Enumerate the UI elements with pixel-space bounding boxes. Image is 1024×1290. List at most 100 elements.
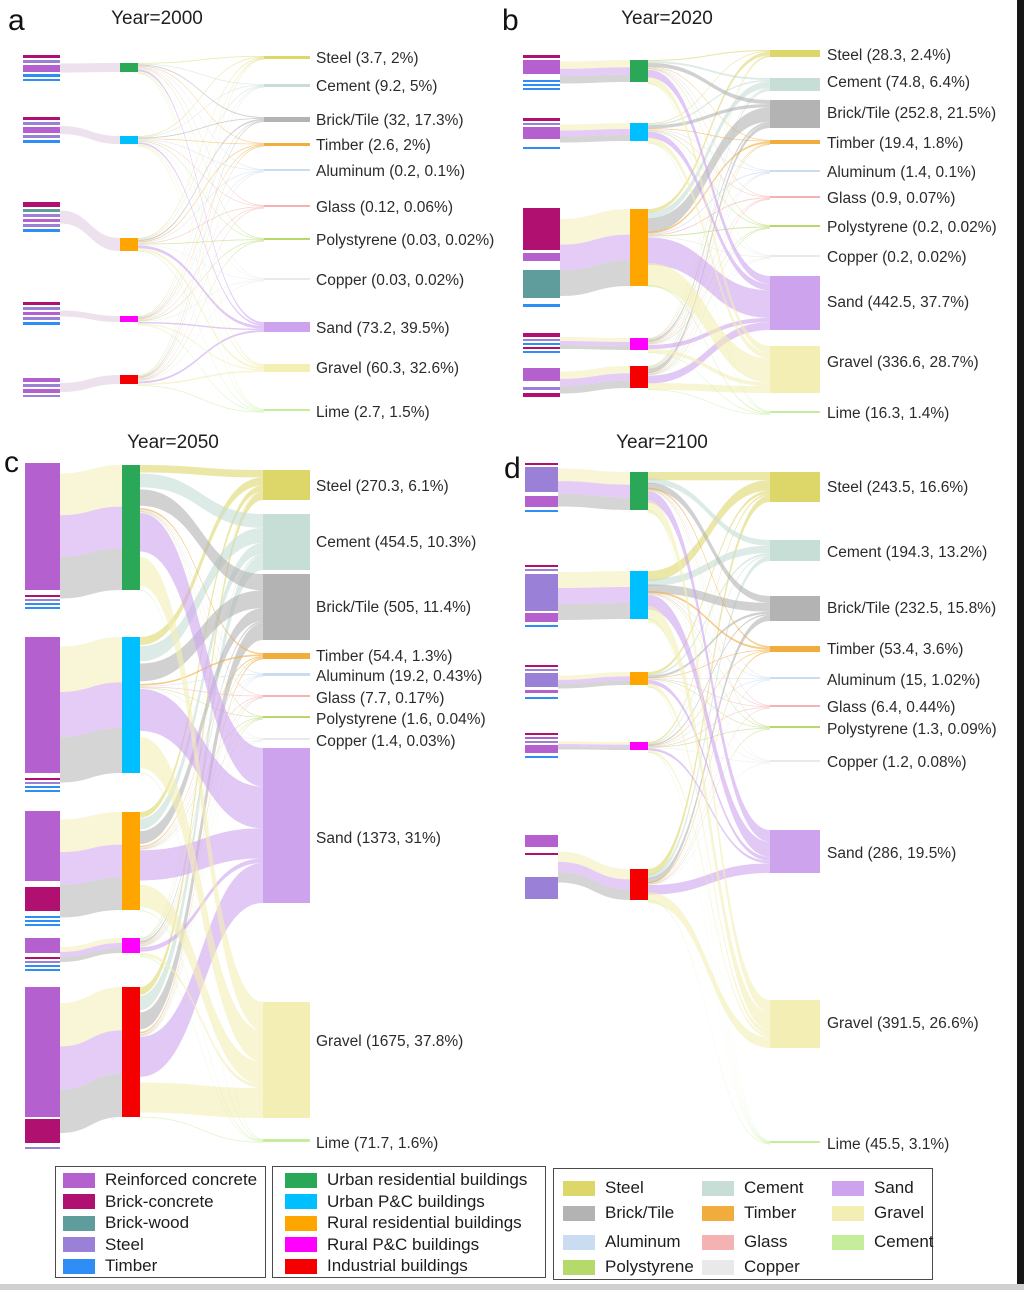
flow-ur-to-sand xyxy=(140,513,263,787)
source-bar-rc xyxy=(23,312,60,315)
legend-label: Brick-wood xyxy=(105,1213,190,1232)
legend-label: Brick-concrete xyxy=(105,1191,214,1211)
flow-up-to-aluminum xyxy=(648,128,770,172)
source-bar-bc xyxy=(523,55,560,58)
source-bar-st xyxy=(525,669,558,671)
flow-rp-to-sand xyxy=(648,747,770,864)
material-label-gravel: Gravel (1675, 37.8%) xyxy=(316,1033,463,1050)
source-bar-st xyxy=(525,877,558,899)
material-label-steel: Steel (270.3, 6.1%) xyxy=(316,478,449,495)
flow-ur-to-cement xyxy=(138,63,264,85)
flow-rp-to-aluminum xyxy=(648,172,770,344)
flow-ur-to-polystyrene xyxy=(648,68,770,226)
source-bar-st xyxy=(23,135,60,138)
flow-ur-to-steel xyxy=(138,56,264,64)
material-label-brick_tile: Brick/Tile (252.8, 21.5%) xyxy=(827,105,996,122)
material-stub-steel xyxy=(770,50,820,57)
flow-up-to-lime xyxy=(140,772,263,1141)
flow-ur-to-glass xyxy=(138,67,264,206)
flow-rr-to-lime xyxy=(138,250,264,412)
flow-source-to-up xyxy=(560,135,630,143)
flow-up-to-steel xyxy=(648,51,770,124)
flow-ind-to-gravel xyxy=(138,370,264,386)
source-bar-bc xyxy=(523,347,560,349)
flow-ur-to-glass xyxy=(648,489,770,706)
panel-letter-d: d xyxy=(504,452,521,485)
flow-source-to-rr xyxy=(560,209,630,245)
legend-swatch xyxy=(563,1180,595,1196)
flow-up-to-brick_tile xyxy=(648,104,770,129)
legend-label: Industrial buildings xyxy=(327,1256,468,1275)
legend-swatch xyxy=(63,1194,95,1209)
legend-item-structure: Timber xyxy=(63,1256,157,1276)
material-label-gravel: Gravel (391.5, 26.6%) xyxy=(827,1015,979,1032)
flow-rr-to-polystyrene xyxy=(648,678,770,729)
flow-rp-to-timber xyxy=(648,650,770,747)
flow-rp-to-gravel xyxy=(138,323,264,371)
flow-source-to-ur xyxy=(558,468,630,485)
flow-ind-to-glass xyxy=(648,707,770,885)
flow-rr-to-brick_tile xyxy=(140,608,263,844)
flow-rp-to-steel xyxy=(648,493,770,744)
flow-source-to-ind xyxy=(560,373,630,387)
flow-ind-to-cement xyxy=(138,86,264,377)
source-bar-rc xyxy=(525,613,558,622)
flow-rp-to-copper xyxy=(138,280,264,322)
legend-item-material: Glass xyxy=(702,1232,787,1252)
legend-label: Brick/Tile xyxy=(605,1203,675,1222)
legend-structure-types: Reinforced concrete Brick-concrete Brick-w… xyxy=(55,1166,266,1278)
material-stub-lime xyxy=(770,1141,820,1143)
material-stub-lime xyxy=(263,1139,310,1142)
legend-label: Gravel xyxy=(874,1203,925,1222)
source-bar-bc xyxy=(23,117,60,120)
source-bar-rc xyxy=(523,368,560,381)
flow-ur-to-glass xyxy=(648,67,770,197)
legend-item-material: Cement xyxy=(832,1232,934,1252)
source-bar-bc xyxy=(523,208,560,250)
source-bar-tb xyxy=(25,790,60,792)
material-stub-sand xyxy=(263,748,310,903)
flow-rr-to-gravel xyxy=(138,248,264,370)
flow-up-to-polystyrene xyxy=(140,687,263,718)
legend-item-building: Industrial buildings xyxy=(285,1256,468,1276)
source-bar-tb xyxy=(523,343,560,345)
flow-ur-to-brick_tile xyxy=(648,482,770,603)
material-label-gravel: Gravel (60.3, 32.6%) xyxy=(316,360,459,377)
mid-node-up xyxy=(630,123,648,141)
legend-label: Polystyrene xyxy=(605,1257,694,1276)
flow-rr-to-aluminum xyxy=(648,677,770,680)
flow-ur-to-steel xyxy=(140,465,263,478)
source-bar-bc xyxy=(523,393,560,397)
source-bar-st xyxy=(23,317,60,320)
flow-up-to-gravel xyxy=(648,137,770,359)
source-bar-rc xyxy=(525,737,558,739)
flow-ind-to-polystyrene xyxy=(648,228,770,376)
material-stub-timber xyxy=(770,646,820,652)
flow-source-to-ind xyxy=(558,861,630,890)
material-label-polystyrene: Polystyrene (0.2, 0.02%) xyxy=(827,219,997,236)
material-label-lime: Lime (45.5, 3.1%) xyxy=(827,1136,949,1153)
flow-ur-to-gravel xyxy=(648,77,770,353)
flow-source-to-rp xyxy=(60,948,122,962)
source-bar-bc xyxy=(525,665,558,667)
material-stub-timber xyxy=(263,653,310,659)
material-label-sand: Sand (1373, 31%) xyxy=(316,830,441,847)
material-stub-aluminum xyxy=(770,677,820,679)
material-stub-sand xyxy=(264,322,310,332)
flow-source-to-up xyxy=(60,682,122,738)
source-bar-tb xyxy=(23,140,60,143)
source-bar-tb xyxy=(525,625,558,627)
flow-rr-to-lime xyxy=(648,686,770,1144)
flow-rp-to-brick_tile xyxy=(648,613,770,746)
material-stub-copper xyxy=(263,738,310,740)
source-bar-rc xyxy=(23,127,60,133)
flow-source-to-up xyxy=(60,637,122,692)
flow-up-to-sand xyxy=(648,594,770,857)
panel-title-a: Year=2000 xyxy=(111,8,203,29)
flow-source-to-up xyxy=(558,587,630,604)
flow-rp-to-gravel xyxy=(140,952,263,1089)
flow-source-to-ind xyxy=(560,366,630,379)
flow-rr-to-aluminum xyxy=(648,171,770,235)
flow-rp-to-glass xyxy=(140,697,263,946)
flow-source-to-rp xyxy=(558,746,630,750)
